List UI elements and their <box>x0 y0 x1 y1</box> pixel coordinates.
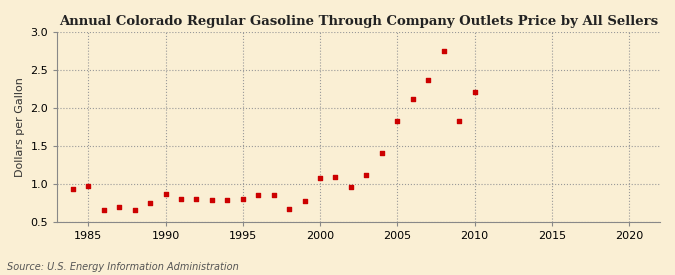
Point <box>114 204 125 209</box>
Point <box>423 78 433 82</box>
Point <box>361 173 372 178</box>
Point <box>176 197 186 201</box>
Point <box>268 193 279 197</box>
Point <box>207 198 217 203</box>
Point <box>346 185 356 189</box>
Point <box>377 151 387 156</box>
Text: Source: U.S. Energy Information Administration: Source: U.S. Energy Information Administ… <box>7 262 238 272</box>
Point <box>222 198 233 203</box>
Point <box>315 175 325 180</box>
Point <box>238 197 248 201</box>
Point <box>160 192 171 197</box>
Point <box>407 97 418 101</box>
Point <box>83 184 94 188</box>
Point <box>191 197 202 201</box>
Point <box>99 208 109 213</box>
Point <box>144 200 155 205</box>
Point <box>454 119 464 123</box>
Title: Annual Colorado Regular Gasoline Through Company Outlets Price by All Sellers: Annual Colorado Regular Gasoline Through… <box>59 15 658 28</box>
Y-axis label: Dollars per Gallon: Dollars per Gallon <box>15 77 25 177</box>
Point <box>284 207 294 211</box>
Point <box>330 175 341 179</box>
Point <box>299 199 310 204</box>
Point <box>253 193 264 197</box>
Point <box>469 90 480 94</box>
Point <box>129 208 140 213</box>
Point <box>438 49 449 53</box>
Point <box>392 119 403 123</box>
Point <box>68 187 78 191</box>
